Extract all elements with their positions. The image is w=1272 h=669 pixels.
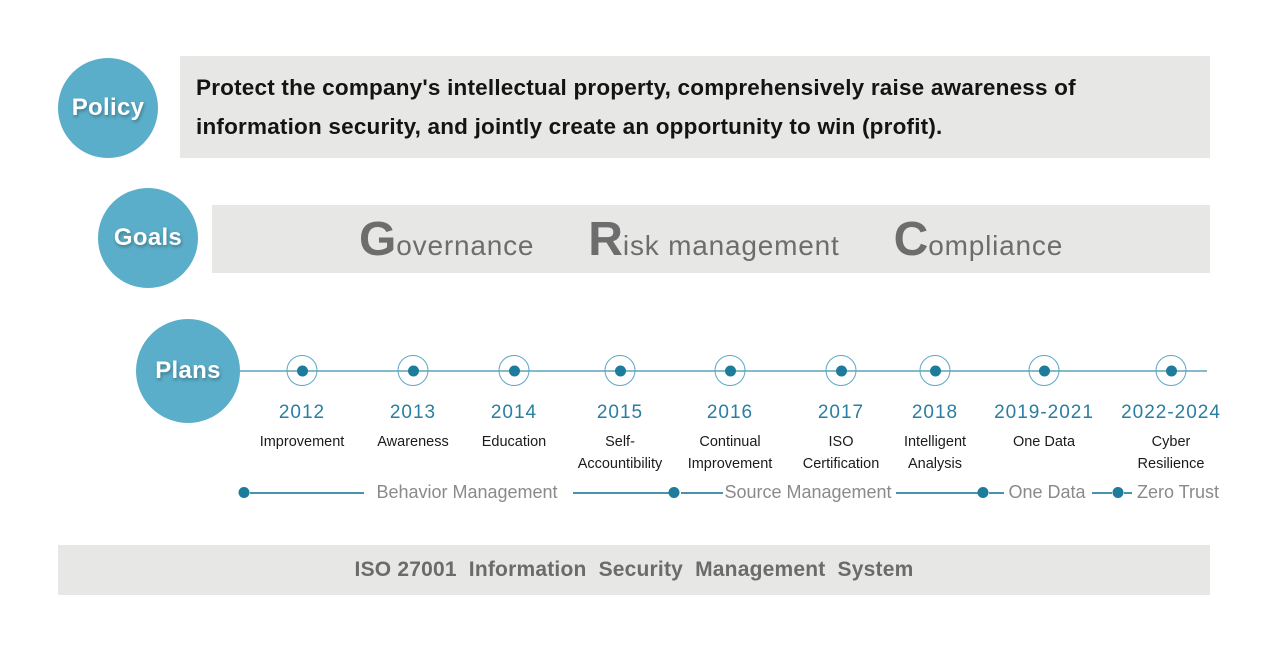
goal-item-r: Risk management xyxy=(588,212,839,267)
phase-label-behavior-management: Behavior Management xyxy=(376,482,558,502)
milestone-year: 2014 xyxy=(490,402,538,423)
footer-banner: ISO 27001 Information Security Managemen… xyxy=(58,545,1210,595)
milestone-year: 2022-2024 xyxy=(1121,402,1221,423)
phase-label-source-management: Source Management xyxy=(724,482,892,502)
timeline-node-2018 xyxy=(919,355,951,386)
milestone-2018: 2018 Intelligent Analysis xyxy=(904,402,966,475)
phase-line-segment xyxy=(989,492,1004,494)
timeline-node-2015 xyxy=(604,355,636,386)
phase-line-segment xyxy=(573,492,669,494)
phase-line-segment xyxy=(1124,492,1132,494)
phase-line-segment xyxy=(1092,492,1112,494)
milestone-2016: 2016 Continual Improvement xyxy=(688,402,773,475)
milestone-year: 2019-2021 xyxy=(994,402,1094,423)
policy-statement-box: Protect the company's intellectual prope… xyxy=(180,56,1210,158)
goal-initial-letter: G xyxy=(358,212,397,266)
timeline-node-2014 xyxy=(498,355,530,386)
phase-dot xyxy=(668,487,680,498)
timeline-node-dot xyxy=(835,365,847,376)
milestone-year: 2013 xyxy=(389,402,437,423)
timeline-node-2012 xyxy=(286,355,318,386)
policy-statement-line-1: Protect the company's intellectual prope… xyxy=(196,75,1076,100)
milestone-label: Improvement xyxy=(259,434,345,450)
timeline-node-dot xyxy=(296,365,308,376)
timeline-node-dot xyxy=(1038,365,1050,376)
phase-dot xyxy=(977,487,989,498)
goal-item-g: Governance xyxy=(359,212,534,267)
milestone-label: Certification xyxy=(802,456,880,472)
milestone-year: 2017 xyxy=(817,402,865,423)
milestone-2019-2021: 2019-2021 One Data xyxy=(994,402,1094,453)
goals-bubble: Goals xyxy=(98,188,198,288)
goal-initial-letter: R xyxy=(588,212,623,266)
milestone-label: Analysis xyxy=(907,456,962,472)
milestone-year: 2015 xyxy=(596,402,644,423)
timeline-node-2022-2024 xyxy=(1155,355,1187,386)
milestone-label: Continual xyxy=(699,434,761,450)
milestone-label: Intelligent xyxy=(903,434,967,450)
phase-label-zero-trust: Zero Trust xyxy=(1136,482,1220,502)
phase-line-segment xyxy=(896,492,978,494)
milestone-label: ISO xyxy=(828,434,854,450)
timeline-node-dot xyxy=(407,365,419,376)
timeline-node-dot xyxy=(724,365,736,376)
plans-bubble-label: Plans xyxy=(155,357,221,384)
milestone-year: 2016 xyxy=(706,402,754,423)
policy-bubble: Policy xyxy=(58,58,158,158)
milestone-2017: 2017 ISO Certification xyxy=(803,402,880,475)
footer-banner-text: ISO 27001 Information Security Managemen… xyxy=(354,558,914,581)
goal-rest-text: isk management xyxy=(622,229,840,261)
timeline-node-2016 xyxy=(714,355,746,386)
milestone-year: 2012 xyxy=(278,402,326,423)
timeline-node-dot xyxy=(614,365,626,376)
timeline-node-2013 xyxy=(397,355,429,386)
phase-dot xyxy=(238,487,250,498)
milestone-label: Resilience xyxy=(1137,456,1205,472)
milestone-label: Education xyxy=(481,434,547,450)
milestone-label: One Data xyxy=(1012,434,1076,450)
plans-bubble: Plans xyxy=(136,319,240,423)
milestone-2012: 2012 Improvement xyxy=(260,402,345,453)
milestone-2013: 2013 Awareness xyxy=(377,402,448,453)
milestone-2015: 2015 Self- Accountibility xyxy=(578,402,663,475)
goal-rest-text: overnance xyxy=(396,229,535,261)
policy-statement-line-2: information security, and jointly create… xyxy=(196,114,943,139)
milestone-label: Self- xyxy=(605,434,635,450)
milestone-2022-2024: 2022-2024 Cyber Resilience xyxy=(1121,402,1221,475)
goal-rest-text: ompliance xyxy=(928,229,1064,261)
goals-box: Governance Risk management Compliance xyxy=(212,205,1210,273)
timeline-node-dot xyxy=(508,365,520,376)
milestone-label: Improvement xyxy=(687,456,773,472)
goal-item-c: Compliance xyxy=(894,212,1064,267)
milestone-label: Accountibility xyxy=(577,456,663,472)
phase-label-one-data: One Data xyxy=(1008,482,1086,502)
phase-dot xyxy=(1112,487,1124,498)
milestone-2014: 2014 Education xyxy=(482,402,547,453)
timeline-node-dot xyxy=(929,365,941,376)
policy-bubble-label: Policy xyxy=(71,94,145,121)
goal-initial-letter: C xyxy=(893,212,929,266)
phase-line-segment xyxy=(681,492,723,494)
milestone-year: 2018 xyxy=(911,402,959,423)
goals-bubble-label: Goals xyxy=(113,224,183,251)
milestone-label: Awareness xyxy=(377,434,449,450)
timeline-node-dot xyxy=(1165,365,1177,376)
phase-line-segment xyxy=(250,492,364,494)
milestone-label: Cyber xyxy=(1151,434,1191,450)
timeline-node-2017 xyxy=(825,355,857,386)
timeline-node-2019-2021 xyxy=(1028,355,1060,386)
